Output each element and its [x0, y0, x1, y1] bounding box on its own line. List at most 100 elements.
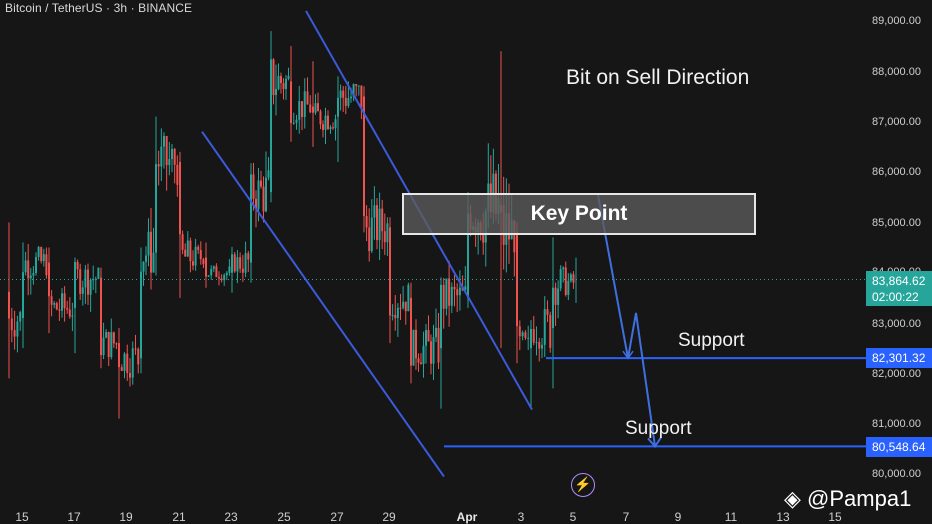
candle-body — [518, 326, 521, 337]
candle-body — [267, 170, 270, 178]
candle-body — [277, 76, 280, 90]
current-price-tag: 83,864.62 02:00:22 — [866, 271, 932, 306]
candle-body — [262, 186, 265, 212]
candle-body — [360, 85, 363, 108]
candle-body — [76, 261, 79, 270]
x-tick: 15 — [15, 510, 29, 524]
candle-body — [407, 284, 410, 312]
candle-body — [210, 268, 213, 276]
candle-body — [16, 321, 19, 337]
candle-body — [228, 266, 231, 273]
bar-countdown: 02:00:22 — [872, 290, 919, 304]
candle-body — [309, 104, 312, 113]
x-tick: 21 — [172, 510, 186, 524]
candle-body — [355, 83, 358, 86]
candle-body — [160, 146, 163, 167]
candle-body — [257, 180, 260, 209]
candle-body — [442, 284, 445, 309]
candle-body — [145, 255, 147, 262]
candle-body — [381, 208, 384, 232]
candle-body — [207, 275, 210, 277]
candle-body — [53, 303, 56, 305]
candle-body — [55, 303, 58, 310]
channel-trendline[interactable] — [201, 131, 445, 478]
candle-body — [236, 257, 239, 272]
key-point-zone: Key Point — [402, 193, 756, 235]
x-tick: 15 — [828, 510, 842, 524]
candle-body — [417, 358, 420, 363]
candle-body — [420, 362, 422, 365]
candle-body — [303, 91, 306, 117]
candle-body — [244, 253, 247, 273]
candle-body — [50, 296, 53, 305]
support-2-price-tag: 80,548.64 — [866, 437, 932, 457]
candle-body — [37, 247, 40, 257]
candle-body — [212, 266, 215, 269]
x-tick-month: Apr — [456, 510, 478, 524]
candle-body — [334, 119, 337, 129]
candle-body — [239, 257, 242, 269]
candle-body — [386, 223, 389, 243]
candle-body — [373, 205, 376, 218]
support-1-price-tag: 82,301.32 — [866, 348, 932, 368]
candle-body — [562, 267, 565, 270]
lightning-icon[interactable]: ⚡ — [571, 473, 595, 497]
candle-body — [399, 307, 402, 309]
candle-body — [376, 205, 378, 241]
candle-body — [275, 89, 277, 96]
y-tick: 86,000.00 — [872, 166, 921, 178]
candle-body — [102, 337, 105, 356]
candle-body — [241, 268, 244, 273]
y-tick: 81,000.00 — [872, 418, 921, 430]
candle-body — [319, 111, 322, 125]
candle-body — [218, 277, 220, 279]
candle-body — [225, 272, 228, 276]
candle-body — [27, 260, 30, 279]
candle-body — [350, 96, 352, 99]
candle-body — [492, 173, 495, 213]
candle-body — [295, 119, 298, 123]
candle-body — [181, 234, 184, 250]
candle-body — [298, 101, 301, 120]
symbol-title[interactable]: Bitcoin / TetherUS · 3h · BINANCE — [5, 1, 193, 15]
candle-body — [301, 101, 303, 117]
candle-body — [306, 91, 309, 105]
candle-body — [352, 83, 355, 97]
candle-body — [199, 250, 202, 260]
y-tick: 85,000.00 — [872, 217, 921, 229]
candle-body — [152, 252, 155, 273]
candle-body — [247, 253, 250, 260]
candle-body — [272, 59, 275, 96]
x-tick: 17 — [67, 510, 81, 524]
candle-body — [40, 247, 43, 262]
candle-body — [365, 216, 368, 228]
candle-body — [482, 234, 485, 243]
candle-body — [19, 312, 22, 322]
candle-body — [150, 231, 152, 273]
watermark: ◈ @Pampa1 — [784, 486, 911, 512]
candle-body — [105, 331, 108, 338]
support-label-2: Support — [625, 418, 692, 439]
candle-body — [368, 227, 371, 252]
candle-body — [404, 301, 407, 312]
candle-body — [260, 180, 262, 187]
candle-body — [94, 278, 97, 280]
candle-body — [134, 348, 137, 350]
projection-arrowhead — [622, 350, 634, 360]
candle-body — [292, 122, 295, 124]
x-tick: 11 — [724, 510, 738, 524]
candle-body — [567, 280, 570, 295]
candle-body — [131, 348, 134, 378]
candle-body — [147, 231, 150, 256]
candle-body — [197, 246, 200, 251]
candle-body — [282, 83, 285, 90]
y-tick: 87,000.00 — [872, 116, 921, 128]
candle-body — [394, 314, 397, 319]
candle-body — [89, 279, 92, 295]
watermark-handle: @Pampa1 — [807, 486, 912, 511]
candle-body — [58, 309, 61, 311]
candle-body — [220, 278, 223, 281]
projection-path[interactable] — [597, 194, 656, 447]
candle-body — [42, 254, 45, 262]
candle-body — [329, 127, 332, 129]
